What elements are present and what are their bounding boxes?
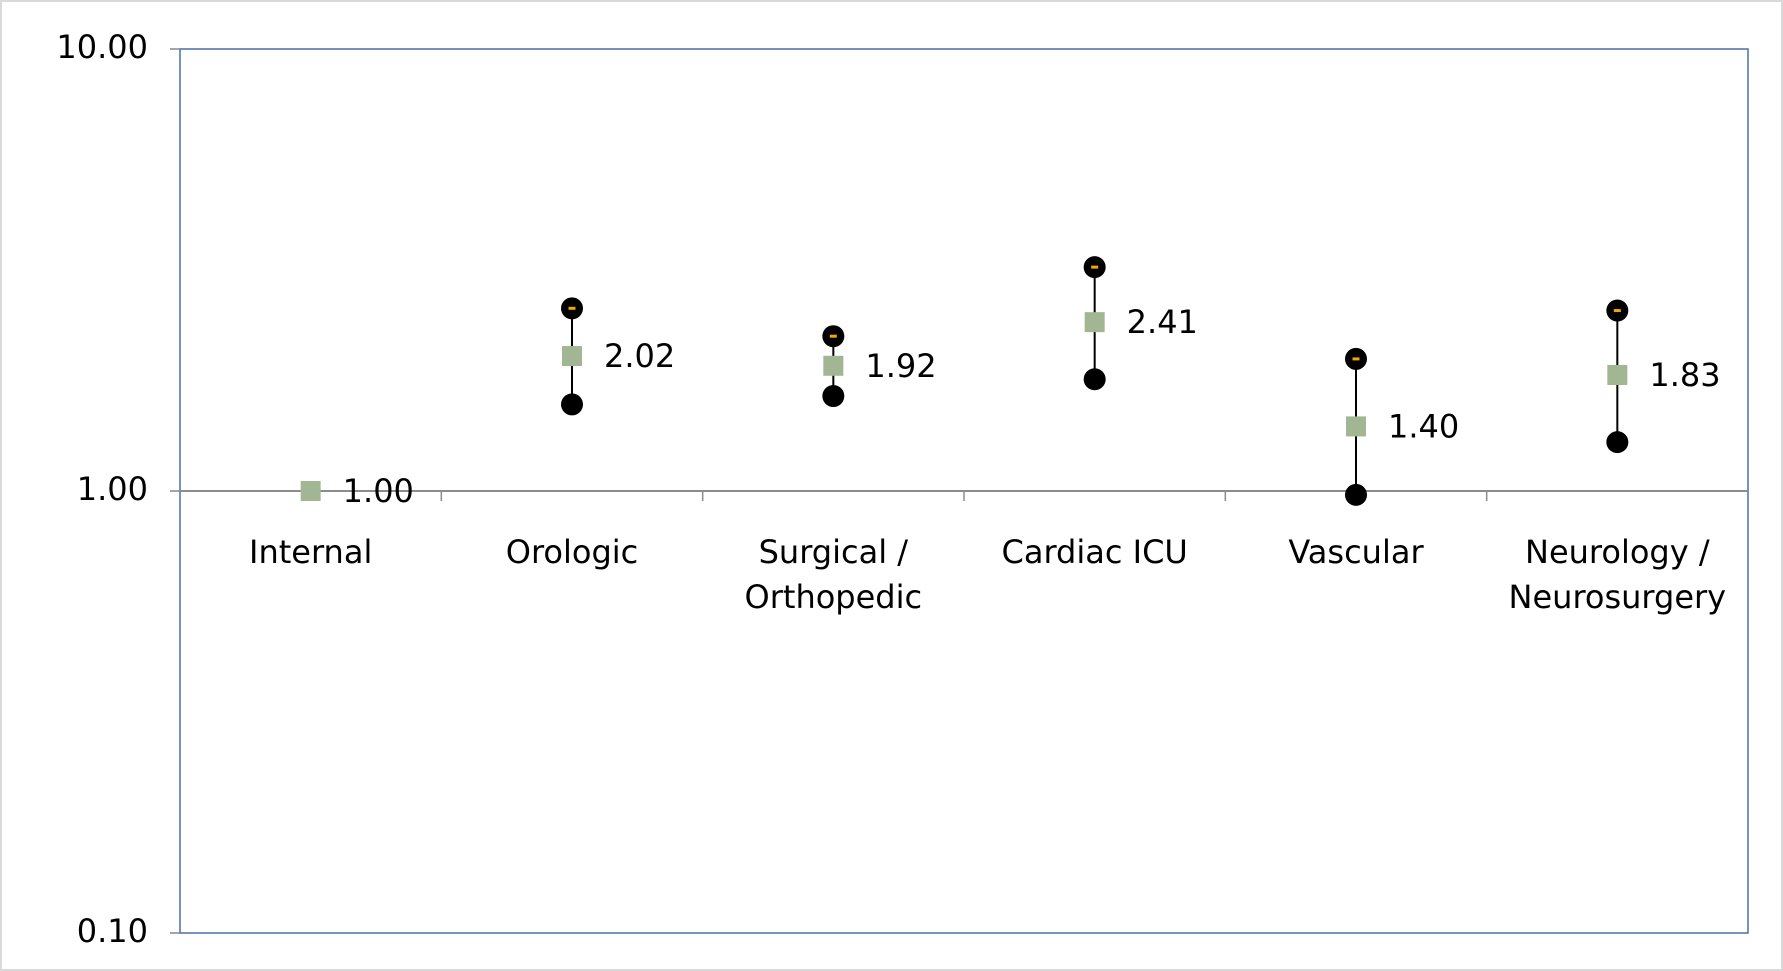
- ci-upper-dash: [1613, 309, 1621, 313]
- ci-lower: [1083, 368, 1106, 391]
- value-label: 1.92: [865, 347, 936, 385]
- ci-upper-dash: [568, 306, 576, 310]
- x-tick-label: Orologic: [506, 533, 638, 571]
- ci-lower: [1606, 431, 1629, 454]
- x-tick-label-line: Neurology /: [1525, 533, 1710, 571]
- y-tick-label: 10.00: [56, 28, 148, 66]
- x-tick-label: Cardiac ICU: [1002, 533, 1188, 571]
- ci-upper-dash: [1352, 357, 1360, 361]
- x-tick-label-line: Surgical /: [759, 533, 909, 571]
- x-tick-label-line: Orologic: [506, 533, 638, 571]
- point-estimate: [823, 355, 844, 376]
- x-tick-label-line: Orthopedic: [745, 578, 923, 616]
- point-estimate: [300, 481, 321, 501]
- x-tick-label: Surgical / Orthopedic: [745, 533, 923, 616]
- ci-lower: [1345, 483, 1367, 506]
- x-tick-label-line: Cardiac ICU: [1002, 533, 1188, 571]
- point-estimate: [1607, 364, 1628, 385]
- x-tick-label-line: Internal: [249, 533, 372, 571]
- x-tick-label-line: Neurosurgery: [1509, 578, 1727, 616]
- value-label: 2.02: [604, 337, 675, 375]
- ci-upper-dash: [829, 334, 837, 338]
- ci-lower: [561, 393, 583, 416]
- value-label: 1.40: [1388, 407, 1459, 445]
- ci-lower: [822, 385, 845, 408]
- y-tick-label: 1.00: [77, 470, 148, 508]
- value-label: 1.83: [1649, 356, 1720, 394]
- point-estimate: [1346, 416, 1366, 437]
- x-tick-label: Vascular: [1288, 533, 1424, 571]
- y-tick-label: 0.10: [77, 912, 148, 950]
- ci-upper-dash: [1091, 265, 1099, 269]
- point-estimate: [1084, 312, 1105, 333]
- x-tick-label-line: Vascular: [1288, 533, 1424, 571]
- x-tick-label: Neurology / Neurosurgery: [1509, 533, 1727, 616]
- value-label: 1.00: [343, 472, 414, 510]
- value-label: 2.41: [1127, 303, 1198, 341]
- x-tick-label: Internal: [249, 533, 372, 571]
- point-estimate: [562, 346, 582, 367]
